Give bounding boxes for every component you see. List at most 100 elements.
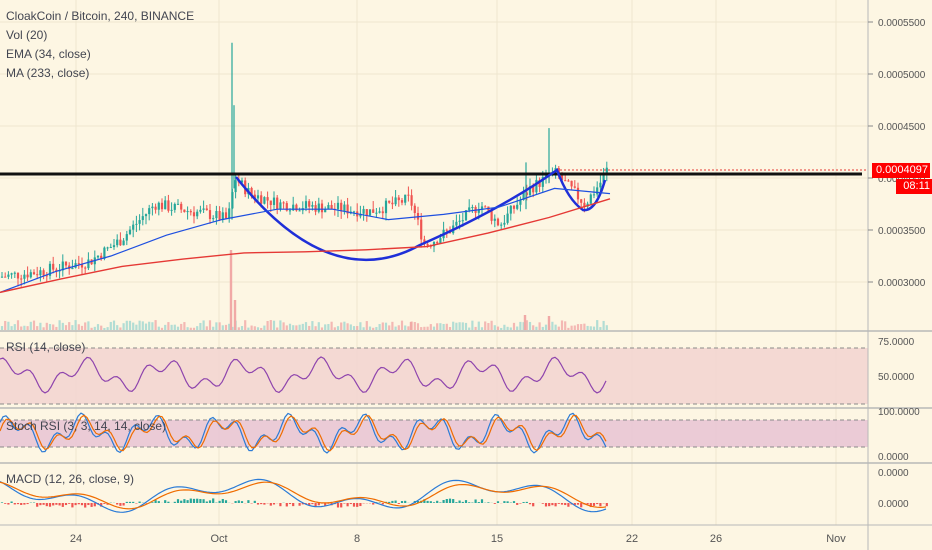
macd-histogram-bar (39, 503, 42, 506)
candle-body (253, 194, 256, 199)
macd-line (0, 478, 607, 513)
macd-histogram-bar (212, 498, 215, 503)
macd-histogram-bar (196, 498, 199, 503)
rsi-band (0, 348, 868, 404)
stoch-d-line (0, 414, 607, 452)
rsi-line (0, 356, 607, 394)
macd-histogram-bar (442, 500, 445, 503)
stoch-label[interactable]: Stoch RSI (3, 3, 14, 14, close) (6, 419, 167, 433)
candle-body (599, 182, 602, 188)
rsi-label[interactable]: RSI (14, close) (6, 340, 86, 354)
volume-bar (4, 320, 7, 330)
candle-body (388, 200, 391, 203)
candle-body (580, 199, 583, 203)
volume-bar (365, 321, 368, 330)
macd-histogram-bar (573, 503, 576, 506)
symbol-title[interactable]: CloakCoin / Bitcoin, 240, BINANCE (6, 9, 195, 23)
macd-histogram-bar (256, 503, 260, 505)
volume-bar (301, 323, 304, 330)
volume-bar (506, 326, 509, 330)
volume-bar (528, 321, 532, 330)
volume-bar (547, 316, 551, 330)
candle-body (343, 204, 346, 212)
candle-body (157, 202, 160, 210)
macd-histogram-bar (432, 502, 436, 503)
macd-histogram-bar (132, 501, 135, 503)
candle-body (154, 206, 157, 210)
volume-bar (125, 320, 128, 330)
volume-bar (272, 320, 276, 330)
macd-histogram-bar (36, 503, 39, 507)
volume-bar (458, 322, 461, 330)
volume-bar (442, 323, 445, 330)
volume-bar (42, 327, 45, 330)
candle-body (519, 199, 522, 205)
volume-bar (407, 326, 410, 330)
volume-bar (352, 326, 356, 330)
volume-bar (180, 323, 183, 330)
macd-histogram-bar (122, 503, 125, 506)
volume-bar (48, 324, 52, 330)
candle-body (13, 272, 16, 274)
candle-body (477, 209, 480, 213)
volume-bar (279, 320, 282, 330)
candle-body (10, 273, 13, 275)
macd-histogram-bar (519, 503, 522, 504)
macd-histogram-bar (576, 503, 580, 505)
volume-bar (231, 326, 234, 330)
candle-body (170, 209, 173, 211)
candle-body (208, 210, 212, 219)
macd-histogram-bar (452, 499, 455, 503)
candle-body (359, 213, 362, 217)
macd-histogram-bar (80, 503, 84, 506)
candle-body (144, 214, 148, 217)
macd-histogram-bar (580, 503, 583, 508)
volume-bar (372, 327, 375, 330)
volume-bar (586, 325, 589, 330)
volume-bar (359, 322, 362, 330)
time-axis[interactable]: 24 Oct 8 15 22 26 Nov (70, 533, 846, 545)
candle-body (372, 209, 375, 213)
candle-body (106, 247, 109, 249)
candle-body (112, 245, 116, 248)
candle-body (292, 204, 295, 211)
volume-bar (36, 326, 39, 330)
macd-histogram-bar (349, 503, 352, 505)
macd-label[interactable]: MACD (12, 26, close, 9) (6, 472, 135, 486)
candle-body (378, 211, 381, 213)
candle-body (276, 197, 279, 210)
macd-histogram-bar (263, 503, 266, 505)
cup-pattern[interactable] (235, 168, 607, 262)
candle-body (228, 208, 231, 219)
macd-histogram-bar (493, 503, 496, 504)
volume-bar (167, 322, 170, 330)
macd-histogram-bar (589, 503, 592, 508)
candle-body (148, 208, 151, 215)
volume-bar (477, 321, 480, 330)
volume-bar (237, 327, 240, 330)
volume-bar (500, 327, 503, 330)
macd-histogram-bar (324, 503, 327, 506)
volume-bar (455, 322, 458, 330)
volume-bar (304, 322, 308, 330)
macd-histogram-bar (464, 500, 468, 503)
volume-legend[interactable]: Vol (20) (6, 28, 48, 42)
candle-body (573, 186, 576, 188)
volume-bar (138, 320, 141, 330)
volume-bar (39, 322, 42, 330)
ema-legend[interactable]: EMA (34, close) (6, 47, 91, 61)
candle-body (125, 234, 128, 241)
candle-body (368, 209, 372, 216)
volume-bar (93, 326, 96, 330)
volume-bar (516, 326, 519, 330)
volume-bar (512, 322, 516, 330)
volume-bar (103, 327, 106, 330)
volume-bar (55, 326, 58, 330)
macd-histogram-bar (16, 503, 20, 505)
macd-histogram-bar (416, 500, 420, 503)
ma-legend[interactable]: MA (233, close) (6, 66, 90, 80)
candle-body (404, 194, 407, 203)
macd-histogram-bar (596, 503, 599, 505)
volume-bar (64, 325, 68, 330)
